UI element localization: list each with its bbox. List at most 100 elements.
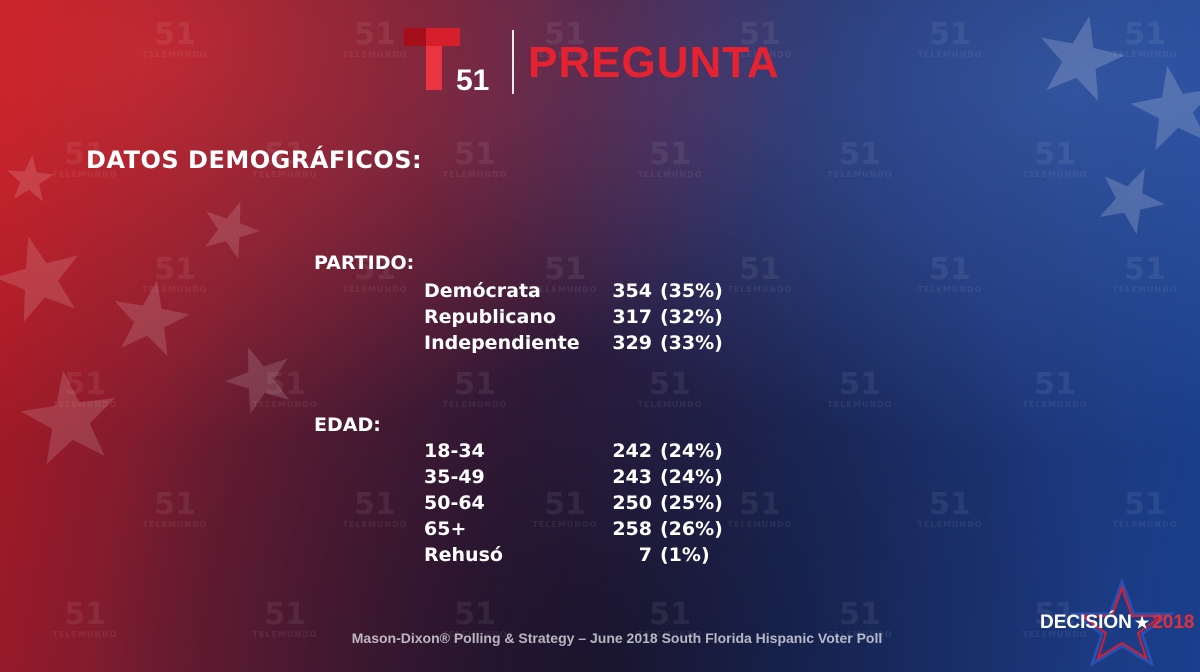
row-percent: (24%)	[660, 466, 723, 488]
telemundo-watermark: 51 TELEMUNDO	[240, 370, 330, 410]
telemundo-watermark: 51 TELEMUNDO	[520, 17, 610, 60]
decision-2018-badge: DECISIÓN ★ 2018	[1030, 578, 1194, 666]
watermark-number: 51	[929, 252, 971, 287]
telemundo-watermark: 51 TELEMUNDO	[1100, 20, 1190, 60]
watermark-number: 51	[154, 17, 196, 52]
telemundo-watermark: 51 TELEMUNDO	[815, 367, 905, 410]
watermark-number: 51	[354, 252, 396, 287]
watermark-number: 51	[64, 597, 106, 632]
watermark-brand: TELEMUNDO	[727, 50, 793, 59]
star-icon: ★	[1134, 615, 1150, 632]
watermark-brand: TELEMUNDO	[532, 50, 598, 59]
watermark-brand: TELEMUNDO	[52, 400, 118, 409]
watermark-number: 51	[454, 597, 496, 632]
watermark-number: 51	[1034, 597, 1076, 632]
watermark-brand: TELEMUNDO	[637, 170, 703, 179]
watermark-brand: TELEMUNDO	[442, 170, 508, 179]
channel-number: 51	[456, 64, 490, 97]
telemundo-watermark: 51 TELEMUNDO	[715, 487, 805, 530]
row-count: 243	[612, 466, 652, 488]
watermark-number: 51	[154, 487, 196, 522]
telemundo-watermark: 51 TELEMUNDO	[240, 140, 330, 180]
watermark-number: 51	[544, 17, 586, 52]
watermark-brand: TELEMUNDO	[1112, 50, 1178, 59]
telemundo-watermark: 51 TELEMUNDO	[130, 487, 220, 530]
watermark-brand: TELEMUNDO	[52, 630, 118, 639]
segment-title: PREGUNTA	[528, 38, 780, 87]
telemundo-watermark: 51 TELEMUNDO	[330, 20, 420, 60]
telemundo-watermark: 51 TELEMUNDO	[520, 252, 610, 295]
telemundo-watermark: 51 TELEMUNDO	[130, 17, 220, 60]
row-label: 50-64	[424, 492, 485, 514]
watermark-brand: TELEMUNDO	[342, 50, 408, 59]
row-label: 18-34	[424, 440, 485, 462]
telemundo-watermark: 51 TELEMUNDO	[715, 17, 805, 60]
row-label: 65+	[424, 518, 467, 540]
watermark-brand: TELEMUNDO	[142, 285, 208, 294]
telemundo-watermark: 51 TELEMUNDO	[430, 367, 520, 410]
watermark-brand: TELEMUNDO	[1022, 630, 1088, 639]
row-percent: (26%)	[660, 518, 723, 540]
row-count: 7	[638, 544, 652, 566]
watermark-number: 51	[739, 17, 781, 52]
watermark-number: 51	[649, 597, 691, 632]
watermark-number: 51	[1034, 367, 1076, 402]
watermark-brand: TELEMUNDO	[827, 400, 893, 409]
badge-year: 2018	[1152, 612, 1195, 633]
telemundo-watermark: 51 TELEMUNDO	[1010, 367, 1100, 410]
telemundo-watermark: 51 TELEMUNDO	[815, 597, 905, 640]
watermark-brand: TELEMUNDO	[727, 520, 793, 529]
watermark-number: 51	[454, 137, 496, 172]
row-count: 329	[612, 332, 652, 354]
telemundo-watermark: 51 TELEMUNDO	[1010, 140, 1100, 180]
telemundo-watermark: 51 TELEMUNDO	[905, 490, 995, 530]
telemundo-watermark: 51 TELEMUNDO	[430, 597, 520, 640]
page-title: DATOS DEMOGRÁFICOS:	[86, 146, 423, 174]
row-label: Republicano	[424, 306, 556, 328]
telemundo-watermark: 51 TELEMUNDO	[40, 140, 130, 180]
watermark-brand: TELEMUNDO	[142, 520, 208, 529]
telemundo-watermark: 51 TELEMUNDO	[815, 140, 905, 180]
telemundo-watermark: 51 TELEMUNDO	[715, 252, 805, 295]
telemundo-watermark: 51 TELEMUNDO	[40, 597, 130, 640]
edad-heading: EDAD:	[314, 414, 381, 436]
watermark-number: 51	[1124, 252, 1166, 287]
watermark-brand: TELEMUNDO	[637, 630, 703, 639]
watermark-brand: TELEMUNDO	[252, 170, 318, 179]
watermark-brand: TELEMUNDO	[532, 520, 598, 529]
watermark-brand: TELEMUNDO	[342, 285, 408, 294]
watermark-number: 51	[454, 367, 496, 402]
watermark-number: 51	[544, 252, 586, 287]
watermark-brand: TELEMUNDO	[442, 400, 508, 409]
watermark-number: 51	[154, 252, 196, 287]
telemundo-watermark: 51 TELEMUNDO	[905, 252, 995, 295]
telemundo-watermark: 51 TELEMUNDO	[1100, 252, 1190, 295]
watermark-brand: TELEMUNDO	[342, 520, 408, 529]
watermark-brand: TELEMUNDO	[532, 285, 598, 294]
header: 51 PREGUNTA	[400, 24, 800, 97]
watermark-number: 51	[839, 597, 881, 632]
watermark-number: 51	[929, 17, 971, 52]
watermark-number: 51	[354, 487, 396, 522]
watermark-number: 51	[839, 367, 881, 402]
watermark-brand: TELEMUNDO	[727, 285, 793, 294]
row-label: Independiente	[424, 332, 580, 354]
watermark-number: 51	[739, 487, 781, 522]
watermark-brand: TELEMUNDO	[1022, 400, 1088, 409]
telemundo-watermark: 51 TELEMUNDO	[905, 17, 995, 60]
row-percent: (25%)	[660, 492, 723, 514]
row-label: 35-49	[424, 466, 485, 488]
row-label: Rehusó	[424, 544, 503, 566]
watermark-number: 51	[739, 252, 781, 287]
watermark-number: 51	[649, 137, 691, 172]
watermark-number: 51	[264, 597, 306, 632]
row-percent: (33%)	[660, 332, 723, 354]
telemundo-watermark: 51 TELEMUNDO	[625, 597, 715, 640]
row-percent: (32%)	[660, 306, 723, 328]
telemundo-watermark: 51 TELEMUNDO	[625, 370, 715, 410]
telemundo-watermark: 51 TELEMUNDO	[1100, 490, 1190, 530]
source-footer: Mason-Dixon® Polling & Strategy – June 2…	[351, 630, 883, 646]
telemundo-watermark: 51 TELEMUNDO	[1010, 597, 1100, 640]
row-label: Demócrata	[424, 280, 541, 302]
